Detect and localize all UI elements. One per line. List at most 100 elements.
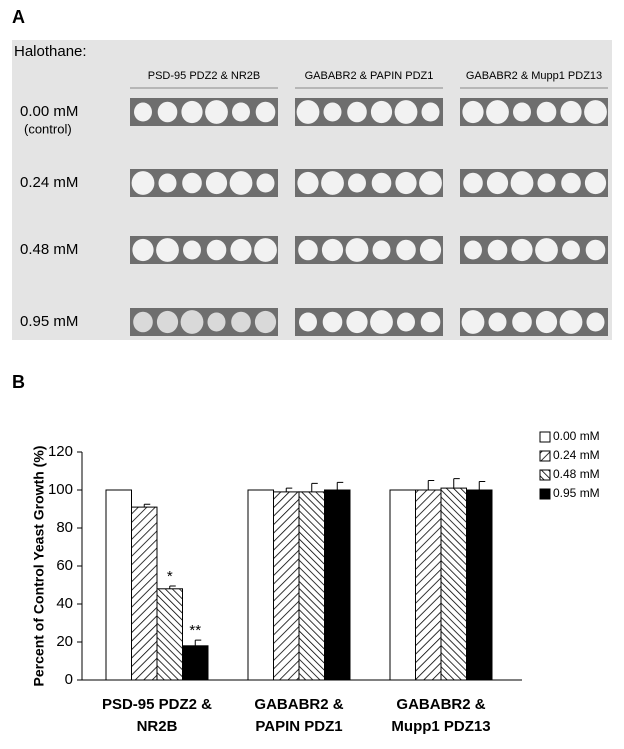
- yeast-spot: [299, 312, 317, 332]
- y-tick-label: 100: [48, 481, 73, 498]
- y-axis-label: Percent of Control Yeast Growth (%): [31, 446, 47, 687]
- yeast-spot: [370, 310, 393, 334]
- x-tick-label: GABABR2 &: [396, 696, 485, 713]
- yeast-spot: [419, 171, 442, 195]
- yeast-spot: [297, 171, 319, 195]
- yeast-spot: [207, 312, 226, 332]
- yeast-spot: [464, 240, 482, 260]
- yeast-spot: [370, 100, 393, 124]
- yeast-spot: [131, 171, 155, 195]
- yeast-spot: [394, 100, 418, 124]
- yeast-spot: [584, 100, 607, 124]
- yeast-spot: [420, 311, 441, 333]
- bar: [273, 491, 300, 681]
- plate-strip: [130, 308, 278, 336]
- bar: [415, 489, 442, 681]
- yeast-spot: [321, 238, 344, 262]
- bar: [105, 489, 132, 681]
- error-bar: [311, 482, 318, 492]
- row-label: 0.48 mM: [20, 241, 78, 258]
- error-bar: [143, 503, 151, 508]
- y-tick-label: 60: [56, 557, 73, 574]
- yeast-spot: [462, 100, 484, 124]
- bar: [466, 489, 493, 681]
- x-tick-label: NR2B: [137, 718, 178, 735]
- y-tick-label: 120: [48, 443, 73, 460]
- yeast-spot: [256, 173, 275, 193]
- yeast-spot: [182, 172, 202, 194]
- yeast-spot: [395, 171, 417, 195]
- yeast-spot: [296, 100, 320, 124]
- yeast-spot: [536, 101, 557, 123]
- yeast-spot: [586, 312, 605, 332]
- yeast-spot: [157, 101, 178, 123]
- bar: [247, 489, 274, 681]
- yeast-spot: [372, 240, 391, 260]
- plate-strip: [130, 98, 278, 126]
- bar: [324, 489, 351, 681]
- yeast-spot: [345, 238, 369, 262]
- yeast-spot: [230, 238, 252, 262]
- yeast-spot: [535, 310, 558, 334]
- yeast-spot: [397, 312, 415, 332]
- yeast-spot: [371, 172, 392, 194]
- yeast-spot: [348, 173, 366, 193]
- yeast-spot: [562, 240, 580, 260]
- yeast-spot: [559, 310, 583, 334]
- yeast-spot: [461, 310, 485, 334]
- plate-strip: [295, 308, 443, 336]
- error-bar: [478, 480, 486, 490]
- x-tick-label: GABABR2 &: [254, 696, 343, 713]
- yeast-spot: [156, 310, 179, 334]
- error-bar: [194, 639, 202, 646]
- row-label: 0.95 mM: [20, 313, 78, 330]
- plate-strip: [460, 98, 608, 126]
- yeast-spot: [535, 238, 558, 262]
- panel-label: A: [12, 7, 25, 27]
- yeast-spot: [396, 239, 416, 261]
- legend-label: 0.00 mM: [553, 429, 600, 443]
- plate-strip: [130, 169, 278, 197]
- row-label: 0.24 mM: [20, 174, 78, 191]
- yeast-spot: [180, 310, 204, 334]
- plate-strip: [460, 308, 608, 336]
- yeast-spot: [486, 100, 509, 124]
- bar: [156, 588, 183, 681]
- yeast-spot: [584, 171, 607, 195]
- yeast-spot: [486, 171, 509, 195]
- yeast-spot: [511, 238, 533, 262]
- column-header: GABABR2 & PAPIN PDZ1: [305, 70, 434, 82]
- yeast-spot: [419, 238, 442, 262]
- y-tick-label: 40: [56, 595, 73, 612]
- bar: [440, 487, 467, 681]
- yeast-spot: [132, 238, 154, 262]
- yeast-spot: [561, 172, 581, 194]
- yeast-spot: [254, 310, 277, 334]
- error-bar: [453, 478, 460, 489]
- legend-swatch: [539, 469, 551, 481]
- row-label: 0.00 mM: [20, 103, 78, 120]
- yeast-spot: [205, 100, 228, 124]
- legend-label: 0.95 mM: [553, 486, 600, 500]
- error-bar: [169, 585, 176, 589]
- bar: [298, 491, 325, 681]
- yeast-spot: [181, 100, 203, 124]
- yeast-spot: [206, 239, 227, 261]
- legend-swatch: [539, 450, 551, 462]
- yeast-spot: [537, 173, 556, 193]
- error-bar: [285, 487, 293, 492]
- yeast-spot: [229, 171, 253, 195]
- bar: [182, 645, 209, 681]
- yeast-spot: [421, 102, 440, 122]
- bar: [389, 489, 416, 681]
- yeast-spot: [231, 311, 251, 333]
- y-tick-label: 20: [56, 633, 73, 650]
- error-bar: [427, 480, 435, 490]
- legend-label: 0.24 mM: [553, 448, 600, 462]
- yeast-spot: [487, 239, 508, 261]
- yeast-spot: [346, 310, 368, 334]
- y-tick-label: 80: [56, 519, 73, 536]
- yeast-spot: [321, 171, 344, 195]
- plate-strip: [295, 169, 443, 197]
